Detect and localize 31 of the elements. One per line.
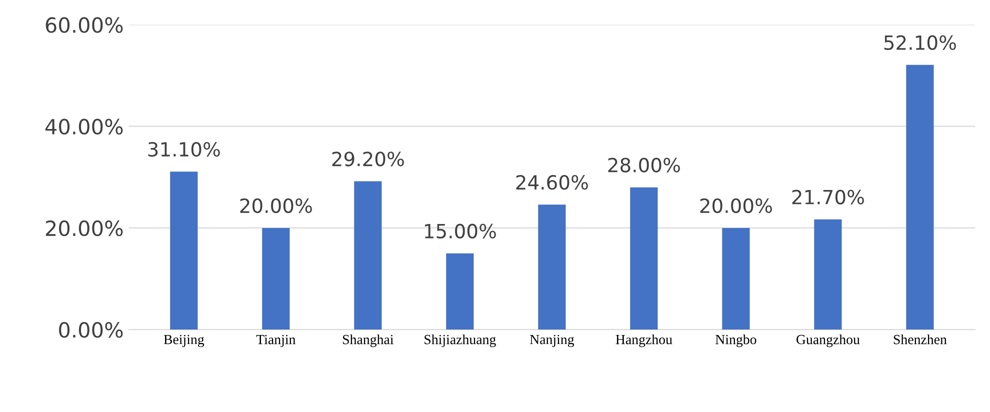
x-tick-label: Nanjing [530,334,574,348]
x-tick-label: Beijing [164,334,204,348]
data-label: 20.00% [240,198,312,214]
data-label: 31.10% [148,142,220,157]
bar [354,181,382,330]
y-tick-label: 60.00% [46,17,123,33]
bar [630,187,658,330]
data-label: 52.10% [884,35,956,50]
bar [906,64,934,330]
x-tick-label: Tianjin [256,334,296,348]
y-tick-label: 0.00% [59,322,123,338]
x-tick-label: Hangzhou [616,334,672,348]
bar [814,219,842,330]
data-label: 15.00% [424,224,496,238]
bar [446,253,474,330]
data-label: 29.20% [332,152,404,166]
x-tick-label: Ningbo [716,334,756,348]
x-tick-label: Shijiazhuang [424,334,496,348]
data-label: 24.60% [516,175,588,190]
x-tick-label: Guangzhou [796,334,860,348]
y-tick-label: 40.00% [45,118,123,135]
bar [538,204,566,330]
data-label: 28.00% [608,158,680,172]
data-label: 21.70% [792,190,864,204]
y-tick-label: 20.00% [46,220,123,236]
bar [170,172,198,330]
x-tick-label: Shenzhen [894,334,947,344]
bar [262,228,290,330]
x-tick-label: Shanghai [343,334,394,348]
bar [722,228,750,330]
data-label: 20.00% [700,198,772,214]
